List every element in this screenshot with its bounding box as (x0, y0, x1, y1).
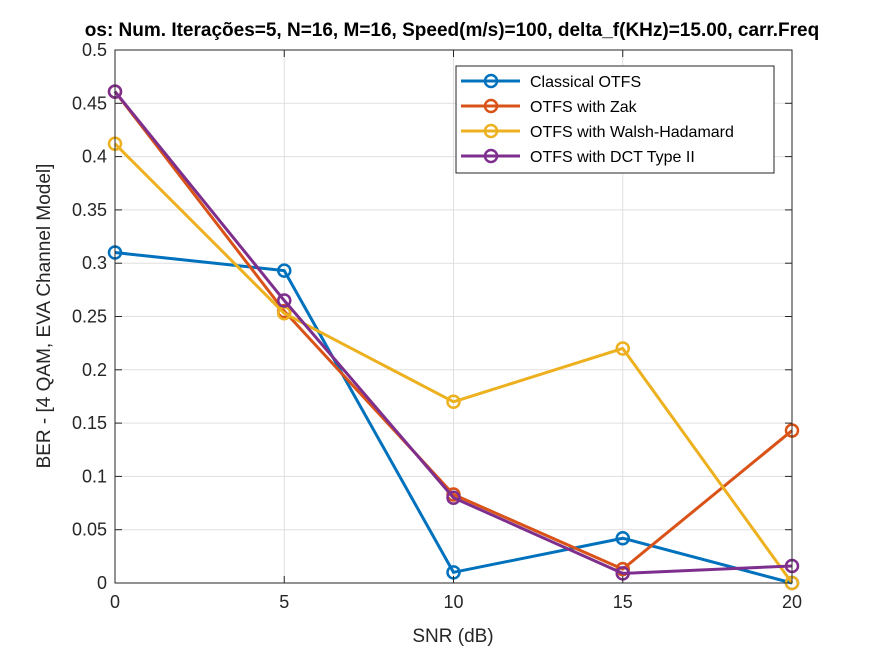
axis-ticks (114, 49, 793, 584)
y-tick-label: 0.45 (72, 93, 107, 113)
legend-entry: OTFS with Zak (461, 98, 638, 116)
series-line (113, 142, 794, 584)
data-point (277, 293, 292, 308)
series-layer (107, 84, 800, 591)
legend-marker (483, 148, 499, 164)
data-point (277, 263, 292, 278)
y-tick-label: 0.5 (82, 40, 107, 60)
y-tick-labels: 0 0.05 0.1 0.15 0.2 0.25 0.3 0.35 0.4 0.45 0.5 (72, 40, 107, 593)
data-point (615, 341, 630, 356)
legend-marker (483, 123, 499, 139)
legend-label: Classical OTFS (530, 74, 641, 91)
y-tick-label: 0.05 (72, 520, 107, 540)
grid-lines (114, 49, 793, 584)
x-tick-label: 10 (443, 592, 463, 612)
data-point (446, 394, 461, 410)
series-line (113, 90, 793, 571)
series-line (114, 251, 793, 585)
data-point (446, 490, 461, 505)
y-tick-label: 0.35 (72, 200, 107, 220)
x-tick-label: 20 (782, 592, 802, 612)
y-tick-label: 0 (97, 573, 107, 593)
legend-label: OTFS with DCT Type II (530, 149, 695, 166)
x-tick-label: 15 (613, 592, 633, 612)
legend: Classical OTFS OTFS with Zak OTFS with Wal… (455, 65, 775, 174)
x-tick-label: 0 (110, 592, 120, 612)
legend-label: OTFS with Zak (530, 99, 638, 116)
legend-marker (483, 98, 499, 114)
x-axis-label: SNR (dB) (412, 626, 493, 647)
y-tick-label: 0.2 (82, 360, 107, 380)
legend-entry: Classical OTFS (461, 73, 641, 91)
y-tick-label: 0.1 (82, 466, 107, 486)
chart-title: os: Num. Iterações=5, N=16, M=16, Speed(… (85, 20, 819, 41)
y-tick-label: 0.25 (72, 307, 107, 327)
legend-marker (483, 73, 499, 89)
x-tick-labels: 0 5 10 15 20 (110, 592, 802, 612)
legend-label: OTFS with Walsh-Hadamard (530, 124, 734, 141)
y-tick-label: 0.3 (82, 253, 107, 273)
legend-entry: OTFS with DCT Type II (461, 148, 695, 166)
data-point (615, 530, 630, 546)
y-tick-label: 0.4 (82, 147, 107, 167)
y-axis-label: BER - [4 QAM, EVA Channel Model] (34, 164, 55, 469)
x-tick-label: 5 (279, 592, 289, 612)
y-tick-label: 0.15 (72, 413, 107, 433)
series-line (113, 90, 793, 575)
legend-entry: OTFS with Walsh-Hadamard (461, 123, 734, 141)
